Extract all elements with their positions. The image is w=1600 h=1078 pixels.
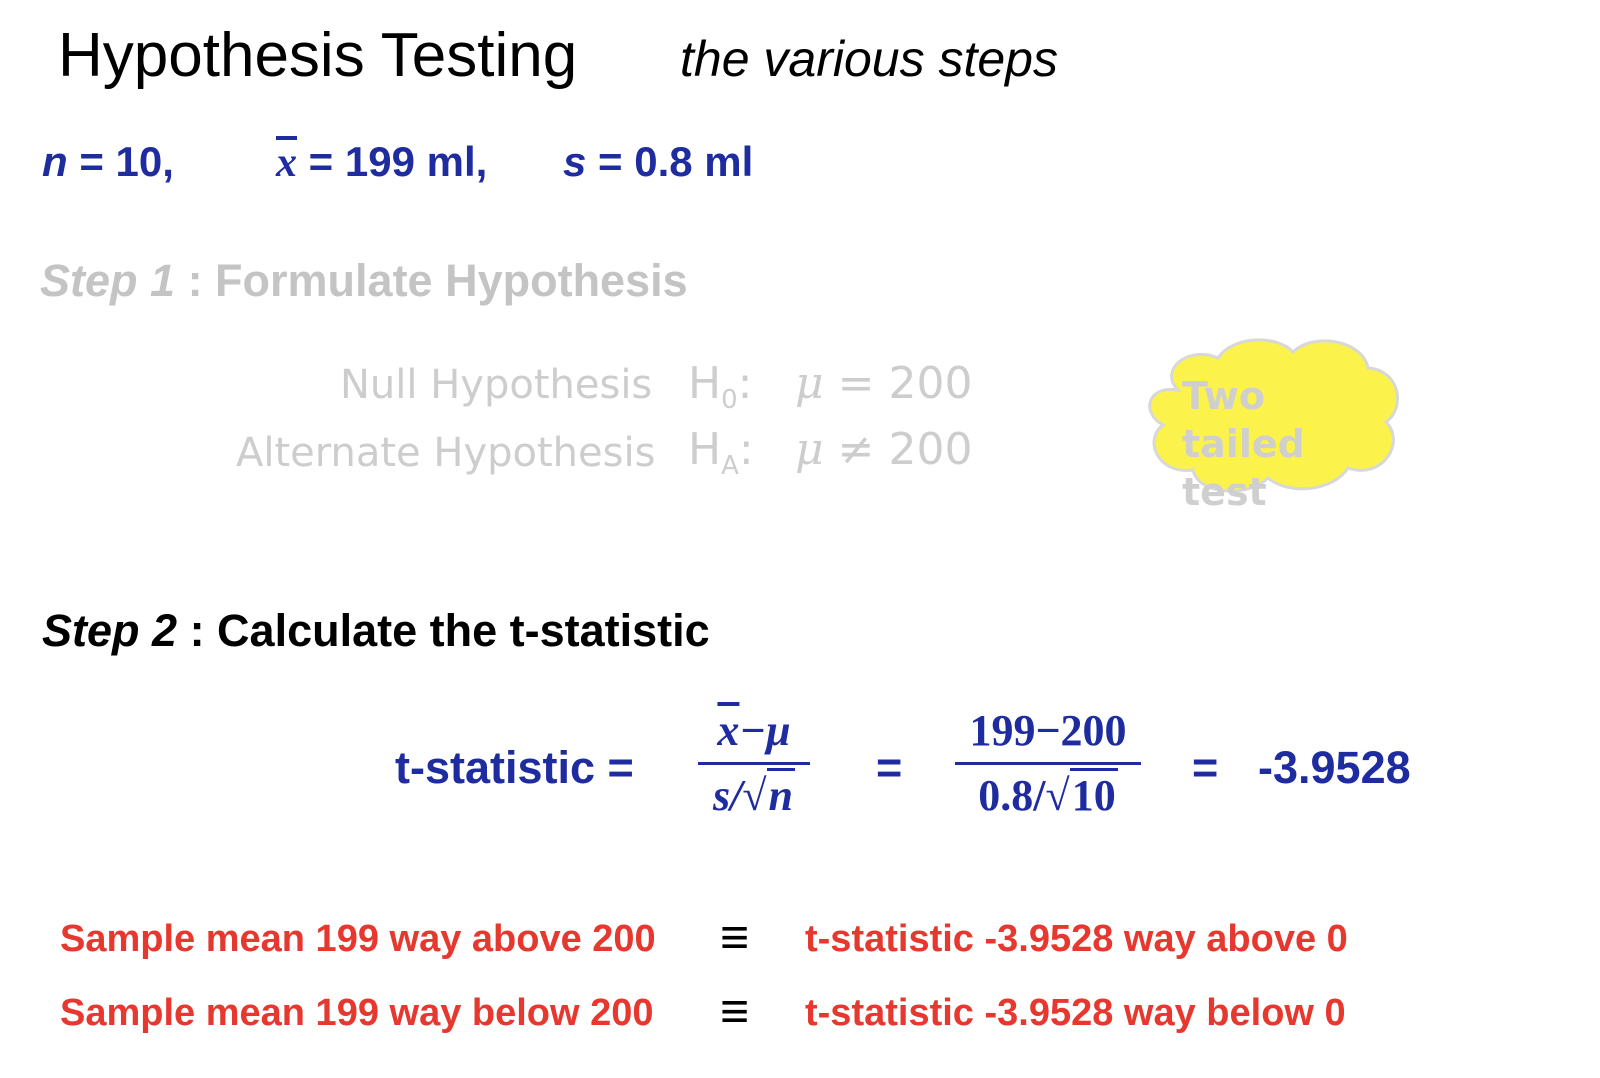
equals-sign-2: = [1192,742,1219,793]
cloud-callout-icon [1148,338,1400,493]
symbolic-fraction: x−μ s/√n [698,706,810,821]
numeric-fraction: 199−200 0.8/√10 [955,706,1141,821]
fraction-bar [698,762,810,765]
formula-label: t-statistic = [395,742,634,793]
given-xbar: x = 199 ml, [276,138,487,187]
mu-symbol: μ [795,424,824,475]
numeric-denominator: 0.8/√10 [955,768,1141,821]
numeric-numerator: 199−200 [969,706,1127,755]
symbolic-numerator: x−μ [698,706,810,756]
s-value: = 0.8 ml [598,138,754,185]
n-variable: n [42,138,68,185]
denominator-part: 0.8/ [978,771,1046,820]
xbar-value: = 199 ml, [308,138,488,185]
sqrt-icon: √ [1045,771,1070,820]
mu-symbol: μ [795,358,824,409]
equals-sign-1: = [876,742,903,793]
null-value: = 200 [837,358,973,409]
s-symbol: s/ [713,771,743,820]
conclusion-left-2: Sample mean 199 way below 200 [60,992,654,1034]
sqrt-argument: 10 [1069,768,1118,820]
conclusion-left-1: Sample mean 199 way above 200 [60,918,656,960]
h-symbol: H [688,358,722,409]
t-statistic-result: -3.9528 [1258,742,1411,793]
step1-text: : Formulate Hypothesis [187,255,688,306]
xbar-variable: x [276,140,297,186]
null-hypothesis-expression: μ = 200 [795,358,972,409]
h-subscript: 0 [721,384,738,415]
page-title: Hypothesis Testing [58,21,578,90]
step2-label: Step 2 [42,605,178,656]
fraction-bar [955,762,1141,765]
equivalence-icon: ≡ [720,983,750,1039]
alternate-hypothesis-symbol: HA: [688,424,754,481]
alternate-hypothesis-label: Alternate Hypothesis [236,430,656,476]
symbolic-denominator: s/√n [698,768,810,821]
cloud-text: Two tailed test [1182,374,1305,514]
null-hypothesis-label: Null Hypothesis [340,362,653,408]
alt-value: ≠ 200 [837,424,973,475]
page-subtitle: the various steps [680,31,1058,87]
given-n: n = 10, [42,138,174,186]
colon: : [737,358,753,409]
minus-mu: −μ [739,706,791,755]
given-s: s = 0.8 ml [563,138,753,186]
step1-heading: Step 1 : Formulate Hypothesis [40,255,688,307]
step2-heading: Step 2 : Calculate the t-statistic [42,605,710,657]
step2-text: : Calculate the t-statistic [189,605,710,656]
sqrt-icon: √ [742,771,767,820]
conclusion-right-1: t-statistic -3.9528 way above 0 [805,918,1348,960]
equivalence-icon: ≡ [720,909,750,965]
xbar-symbol: x [717,706,740,755]
h-subscript: A [721,450,739,481]
conclusion-right-2: t-statistic -3.9528 way below 0 [805,992,1346,1034]
colon: : [738,424,754,475]
h-symbol: H [688,424,722,475]
null-hypothesis-symbol: H0: [688,358,752,415]
alternate-hypothesis-expression: μ ≠ 200 [795,424,972,475]
n-symbol: n [766,768,795,820]
n-value: = 10, [79,138,174,185]
step1-label: Step 1 [40,255,176,306]
s-variable: s [563,138,587,185]
